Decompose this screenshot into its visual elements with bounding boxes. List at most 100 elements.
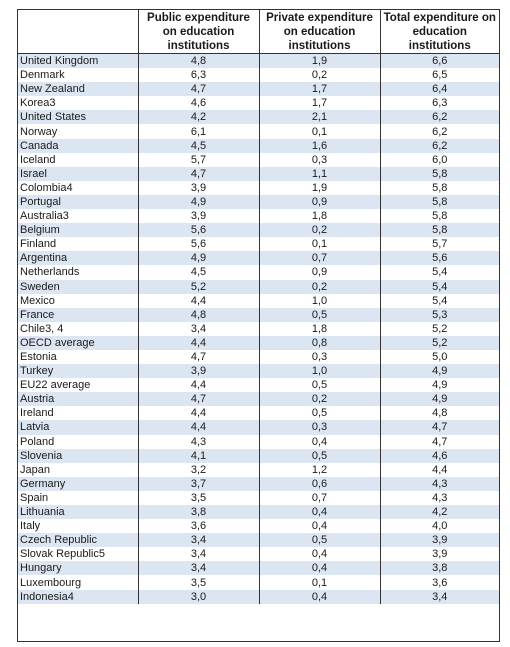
total-cell: 3,4 [379,589,499,604]
table-row: Netherlands 4,5 0,9 5,4 [18,265,499,280]
public-cell: 4,5 [137,265,259,280]
table-row: Slovenia 4,1 0,5 4,6 [18,448,499,463]
private-cell: 0,2 [258,392,380,407]
table-row: Indonesia4 3,0 0,4 3,4 [18,589,499,604]
total-cell: 6,2 [379,110,499,125]
table-row: Israel 4,7 1,1 5,8 [18,166,499,181]
total-cell: 5,8 [379,166,499,181]
private-cell: 0,2 [258,68,380,83]
table-row: Austria 4,7 0,2 4,9 [18,392,499,407]
table-row: Colombia4 3,9 1,9 5,8 [18,180,499,195]
country-cell: Belgium [18,223,138,238]
country-cell: Poland [18,434,138,449]
private-cell: 0,7 [258,251,380,266]
country-cell: Sweden [18,279,138,294]
total-cell: 6,3 [379,96,499,111]
country-cell: Estonia [18,349,138,365]
table-row: Norway 6,1 0,1 6,2 [18,124,499,139]
country-cell: Japan [18,462,138,477]
total-cell: 5,6 [379,251,499,266]
total-cell: 5,4 [379,293,499,308]
table-row: Belgium 5,6 0,2 5,8 [18,223,499,238]
private-cell: 0,6 [258,476,380,491]
total-cell: 4,8 [379,406,499,421]
private-cell: 1,6 [258,138,380,153]
country-cell: Mexico [18,293,138,308]
table-row: Germany 3,7 0,6 4,3 [18,476,499,491]
total-cell: 4,9 [379,364,499,379]
table-row: Czech Republic 3,4 0,5 3,9 [18,533,499,548]
private-cell: 1,1 [258,166,380,181]
total-cell: 4,6 [379,448,499,463]
country-cell: Iceland [18,152,138,167]
total-cell: 5,8 [379,180,499,195]
total-cell: 5,8 [379,194,499,210]
total-cell: 5,8 [379,209,499,224]
public-cell: 3,4 [137,533,259,548]
private-cell: 0,7 [258,490,380,505]
private-cell: 0,1 [258,124,380,139]
total-cell: 6,2 [379,138,499,153]
private-cell: 1,8 [258,209,380,224]
public-cell: 6,3 [137,68,259,83]
total-cell: 4,3 [379,490,499,505]
total-cell: 5,2 [379,335,499,350]
total-cell: 4,2 [379,505,499,520]
public-cell: 4,7 [137,166,259,181]
public-cell: 4,4 [137,335,259,350]
table-row: Italy 3,6 0,4 4,0 [18,519,499,534]
private-cell: 0,5 [258,406,380,421]
country-cell: Argentina [18,251,138,266]
country-cell: OECD average [18,335,138,350]
table-row: EU22 average 4,4 0,5 4,9 [18,378,499,393]
public-cell: 5,7 [137,152,259,167]
table-row: United Kingdom 4,8 1,9 6,6 [18,53,499,69]
private-cell: 0,3 [258,152,380,167]
private-cell: 0,5 [258,448,380,463]
header-total-expenditure: Total expenditure on education instituti… [379,10,499,54]
private-cell: 1,9 [258,180,380,195]
total-cell: 4,7 [379,434,499,449]
public-cell: 3,8 [137,505,259,520]
country-cell: Ireland [18,406,138,421]
private-cell: 0,8 [258,335,380,350]
table-row: Ireland 4,4 0,5 4,8 [18,406,499,421]
total-cell: 4,3 [379,476,499,491]
table-row: Estonia 4,7 0,3 5,0 [18,349,499,365]
table-row: Poland 4,3 0,4 4,7 [18,434,499,449]
total-cell: 3,8 [379,561,499,576]
country-cell: New Zealand [18,82,138,97]
public-cell: 3,4 [137,561,259,576]
public-cell: 5,6 [137,223,259,238]
private-cell: 0,2 [258,223,380,238]
country-cell: Slovenia [18,448,138,463]
public-cell: 3,5 [137,575,259,590]
total-cell: 6,5 [379,68,499,83]
total-cell: 4,9 [379,392,499,407]
private-cell: 0,4 [258,519,380,534]
private-cell: 0,4 [258,561,380,576]
table-row: Finland 5,6 0,1 5,7 [18,237,499,252]
country-cell: Austria [18,392,138,407]
country-cell: Luxembourg [18,575,138,590]
private-cell: 1,7 [258,96,380,111]
private-cell: 0,4 [258,505,380,520]
private-cell: 1,9 [258,53,380,69]
private-cell: 1,0 [258,293,380,308]
table-row: Canada 4,5 1,6 6,2 [18,138,499,153]
public-cell: 4,7 [137,392,259,407]
country-cell: Hungary [18,561,138,576]
total-cell: 3,9 [379,533,499,548]
public-cell: 4,4 [137,406,259,421]
country-cell: Spain [18,490,138,505]
country-cell: Portugal [18,194,138,210]
private-cell: 0,5 [258,533,380,548]
public-cell: 4,8 [137,307,259,322]
total-cell: 5,3 [379,307,499,322]
public-cell: 6,1 [137,124,259,139]
total-cell: 4,0 [379,519,499,534]
public-cell: 4,7 [137,82,259,97]
public-cell: 3,4 [137,547,259,562]
public-cell: 4,8 [137,53,259,69]
private-cell: 0,9 [258,265,380,280]
